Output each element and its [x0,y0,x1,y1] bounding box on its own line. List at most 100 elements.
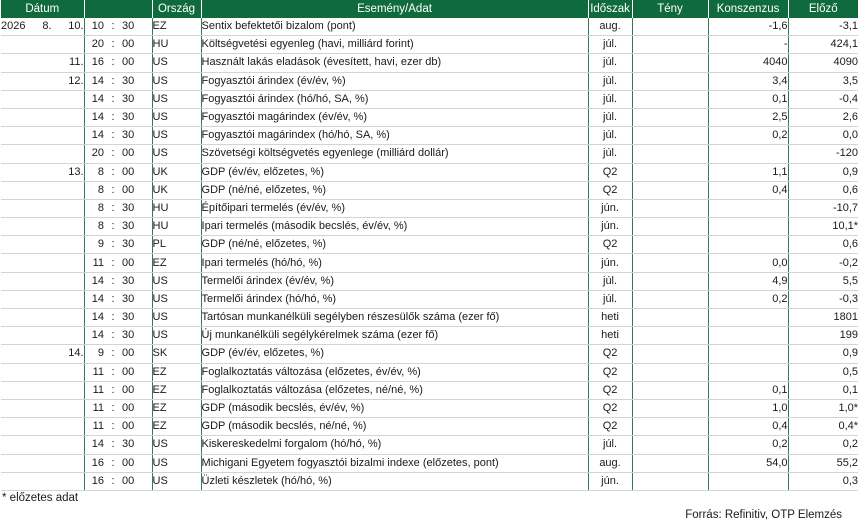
row-country: HU [152,217,202,237]
row-month [35,472,59,491]
row-minute: 30 [122,326,153,346]
row-consensus: 1,0 [708,399,789,419]
table-row: 16:00 US Michigani Egyetem fogyasztói biza… [1,454,859,473]
row-actual [632,90,709,109]
row-time-separator: : [104,199,123,219]
row-day [59,290,85,310]
row-time-separator: : [104,217,123,237]
row-time-separator: : [104,399,123,419]
row-consensus: 4,9 [708,272,789,291]
table-body: 2026 8. 10. 10:30 EZ Sentix befektetői bizalo… [1,18,859,491]
row-year [1,235,35,255]
row-event: Fogyasztói magárindex (év/év, %) [201,108,589,128]
row-day [59,363,85,382]
footnote: * előzetes adat [2,492,79,504]
row-country: US [152,108,202,128]
row-country: EZ [152,253,202,273]
table-row: 11:00 EZ Foglalkoztatás változása (előzete… [1,381,859,400]
row-actual [632,181,709,200]
row-actual [632,235,709,255]
row-period: jún. [588,253,633,273]
header-time [84,0,153,18]
row-year [1,35,35,55]
row-day [59,435,85,455]
row-month [35,144,59,164]
row-event: Ipari termelés (második becslés, év/év, … [201,217,589,237]
row-day: 11. [59,53,85,73]
row-period: heti [588,308,633,328]
row-actual [632,35,709,55]
row-year [1,326,35,346]
row-actual [632,326,709,346]
row-month [35,454,59,473]
row-year [1,417,35,437]
row-previous: 0,6 [788,181,859,200]
row-period: Q2 [588,181,633,200]
row-minute: 30 [122,126,153,146]
table-row: 14:30 US Tartósan munkanélküli segélyben r… [1,308,859,328]
row-consensus [708,235,789,255]
row-minute: 30 [122,272,153,291]
source-note: Forrás: Refinitiv, OTP Elemzés [685,509,842,521]
row-day [59,326,85,346]
row-year [1,108,35,128]
row-day [59,472,85,491]
row-minute: 00 [122,344,153,364]
row-consensus [708,144,789,164]
row-period: júl. [588,272,633,291]
row-day [59,144,85,164]
row-previous: 5,5 [788,272,859,291]
row-country: UK [152,163,202,182]
table-row: 11:00 EZ Ipari termelés (hó/hó, %) jún. 0,0-… [1,253,859,273]
row-hour: 14 [84,108,105,128]
table-row: 14:30 US Termelői árindex (hó/hó, %) júl. 0,… [1,290,859,310]
row-hour: 14 [84,435,105,455]
row-minute: 00 [122,472,153,491]
row-minute: 00 [122,163,153,182]
row-previous: 1801 [788,308,859,328]
row-actual [632,272,709,291]
row-time-separator: : [104,18,123,37]
row-hour: 9 [84,235,105,255]
row-minute: 30 [122,90,153,109]
row-hour: 14 [84,326,105,346]
row-hour: 11 [84,253,105,273]
row-month [35,199,59,219]
row-event: GDP (év/év, előzetes, %) [201,163,589,182]
header-period: Időszak [588,0,633,18]
row-month [35,217,59,237]
row-consensus: 0,1 [708,90,789,109]
table-row: 8:30 HU Ipari termelés (második becslés, é… [1,217,859,237]
row-month [35,363,59,382]
row-day: 14. [59,344,85,364]
row-country: US [152,53,202,73]
row-period: júl. [588,90,633,109]
row-previous: 2,6 [788,108,859,128]
row-month [35,326,59,346]
row-hour: 8 [84,217,105,237]
row-actual [632,435,709,455]
row-consensus: 2,5 [708,108,789,128]
row-period: jún. [588,217,633,237]
row-time-separator: : [104,181,123,200]
row-year [1,163,35,182]
table-row: 14:30 US Fogyasztói magárindex (év/év, %) j… [1,108,859,128]
row-day [59,381,85,400]
table-row: 20:00 HU Költségvetési egyenleg (havi, mil… [1,35,859,55]
row-event: GDP (né/né, előzetes, %) [201,181,589,200]
row-minute: 30 [122,18,153,37]
row-previous: 0,5 [788,363,859,382]
row-hour: 20 [84,144,105,164]
header-country: Ország [152,0,202,18]
row-previous: 0,6 [788,235,859,255]
row-period: Q2 [588,363,633,382]
row-consensus: - [708,35,789,55]
row-country: US [152,72,202,91]
row-actual [632,108,709,128]
row-year: 2026 [1,18,35,37]
row-event: Szövetségi költségvetés egyenlege (milli… [201,144,589,164]
row-hour: 8 [84,181,105,200]
row-period: júl. [588,144,633,164]
row-country: US [152,308,202,328]
row-hour: 20 [84,35,105,55]
